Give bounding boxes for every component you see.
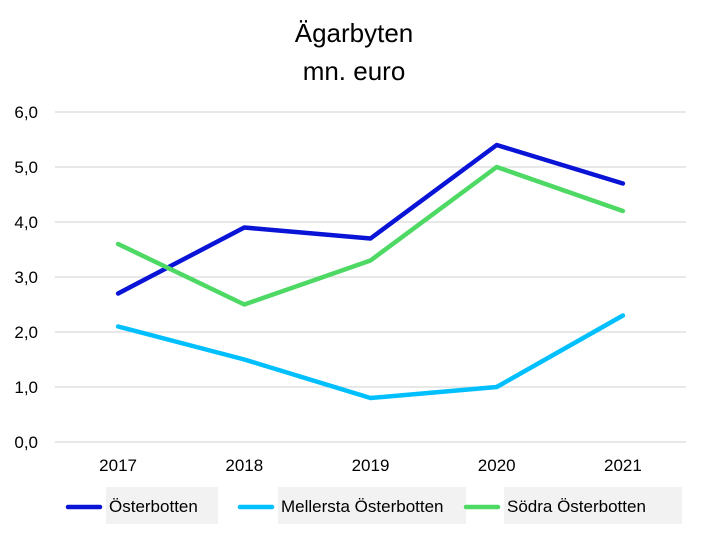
legend-item-background (106, 487, 218, 524)
legend-label: Österbotten (109, 497, 198, 516)
gridlines (55, 111, 686, 443)
y-tick-label: 0,0 (14, 433, 38, 452)
legend-item-background (504, 487, 682, 524)
series-line (115, 164, 626, 307)
x-tick-label: 2019 (352, 456, 390, 475)
legend-item-background (278, 487, 466, 524)
legend-item: Södra Österbotten (463, 487, 682, 524)
y-tick-label: 3,0 (14, 268, 38, 287)
legend-item: Österbotten (65, 487, 218, 524)
legend-item: Mellersta Österbotten (237, 487, 466, 524)
x-tick-label: 2020 (478, 456, 516, 475)
chart-subtitle: mn. euro (303, 56, 406, 86)
chart-title: Ägarbyten (295, 18, 414, 48)
y-tick-label: 5,0 (14, 158, 38, 177)
series-lines (115, 142, 626, 401)
series-line (115, 142, 626, 296)
x-axis-ticks: 2017 2018 2019 2020 2021 (99, 456, 642, 475)
legend-label: Mellersta Österbotten (281, 497, 444, 516)
x-tick-label: 2017 (99, 456, 137, 475)
y-tick-label: 4,0 (14, 213, 38, 232)
legend-label: Södra Österbotten (507, 497, 646, 516)
y-tick-label: 6,0 (14, 103, 38, 122)
legend: Österbotten Mellersta Österbotten Södra Ös… (65, 487, 682, 524)
y-tick-label: 1,0 (14, 378, 38, 397)
y-tick-label: 2,0 (14, 323, 38, 342)
x-tick-label: 2018 (225, 456, 263, 475)
x-tick-label: 2021 (604, 456, 642, 475)
y-axis-ticks: 0,0 1,0 2,0 3,0 4,0 5,0 6,0 (14, 103, 38, 452)
series-line (115, 313, 626, 401)
